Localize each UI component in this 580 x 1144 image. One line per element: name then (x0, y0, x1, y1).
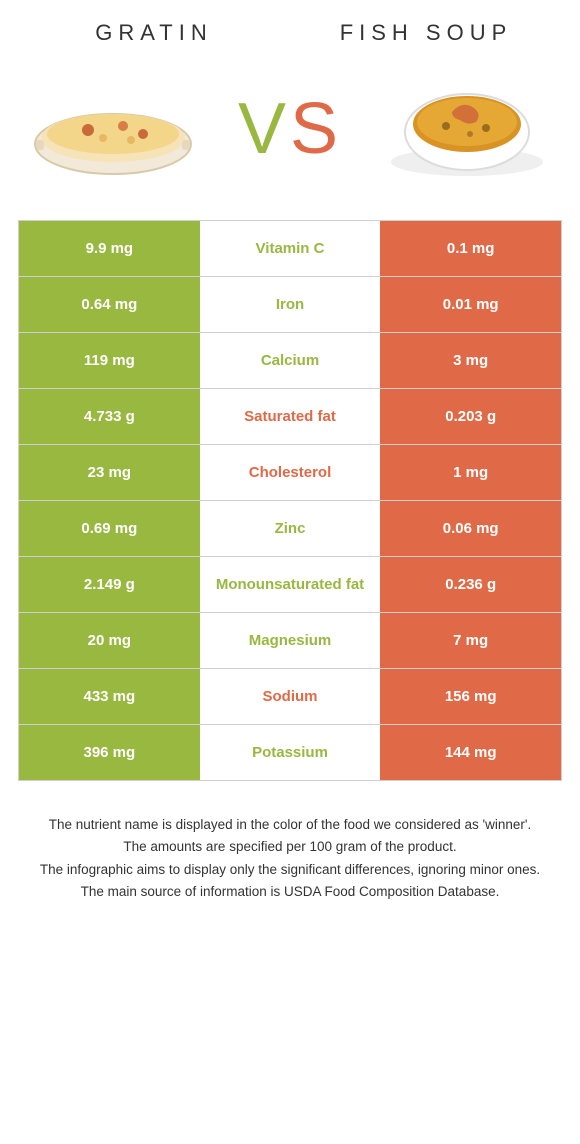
footer-line-2: The amounts are specified per 100 gram o… (32, 837, 548, 857)
left-value: 4.733 g (19, 389, 200, 444)
left-value: 433 mg (19, 669, 200, 724)
nutrient-label: Magnesium (200, 613, 381, 668)
nutrient-label: Zinc (200, 501, 381, 556)
nutrient-label: Cholesterol (200, 445, 381, 500)
left-value: 0.64 mg (19, 277, 200, 332)
footer-line-4: The main source of information is USDA F… (32, 882, 548, 902)
gratin-image (28, 74, 198, 184)
table-row: 20 mgMagnesium7 mg (19, 613, 561, 669)
right-value: 156 mg (380, 669, 561, 724)
nutrient-label: Potassium (200, 725, 381, 780)
nutrient-label: Saturated fat (200, 389, 381, 444)
right-value: 0.1 mg (380, 221, 561, 276)
left-value: 9.9 mg (19, 221, 200, 276)
nutrient-label: Sodium (200, 669, 381, 724)
comparison-table: 9.9 mgVitamin C0.1 mg0.64 mgIron0.01 mg1… (18, 220, 562, 781)
right-value: 3 mg (380, 333, 561, 388)
left-value: 396 mg (19, 725, 200, 780)
left-value: 20 mg (19, 613, 200, 668)
vs-v: V (238, 89, 290, 169)
title-left: GRATIN (18, 20, 290, 46)
table-row: 119 mgCalcium3 mg (19, 333, 561, 389)
left-value: 119 mg (19, 333, 200, 388)
nutrient-label: Monounsaturated fat (200, 557, 381, 612)
table-row: 0.69 mgZinc0.06 mg (19, 501, 561, 557)
right-value: 7 mg (380, 613, 561, 668)
right-value: 0.01 mg (380, 277, 561, 332)
right-value: 0.203 g (380, 389, 561, 444)
right-value: 0.236 g (380, 557, 561, 612)
table-row: 2.149 gMonounsaturated fat0.236 g (19, 557, 561, 613)
fish-soup-image (382, 74, 552, 184)
nutrient-label: Vitamin C (200, 221, 381, 276)
left-value: 2.149 g (19, 557, 200, 612)
images-row: VS (18, 74, 562, 184)
right-value: 0.06 mg (380, 501, 561, 556)
title-right: FISH SOUP (290, 20, 562, 46)
nutrient-label: Iron (200, 277, 381, 332)
table-row: 9.9 mgVitamin C0.1 mg (19, 221, 561, 277)
right-value: 1 mg (380, 445, 561, 500)
vs-label: VS (238, 93, 342, 165)
table-row: 4.733 gSaturated fat0.203 g (19, 389, 561, 445)
nutrient-label: Calcium (200, 333, 381, 388)
footer-line-3: The infographic aims to display only the… (32, 860, 548, 880)
titles-row: GRATIN FISH SOUP (18, 20, 562, 46)
footer-line-1: The nutrient name is displayed in the co… (32, 815, 548, 835)
right-value: 144 mg (380, 725, 561, 780)
table-row: 396 mgPotassium144 mg (19, 725, 561, 781)
left-value: 23 mg (19, 445, 200, 500)
table-row: 0.64 mgIron0.01 mg (19, 277, 561, 333)
left-value: 0.69 mg (19, 501, 200, 556)
vs-s: S (290, 89, 342, 169)
table-row: 433 mgSodium156 mg (19, 669, 561, 725)
table-row: 23 mgCholesterol1 mg (19, 445, 561, 501)
footer-notes: The nutrient name is displayed in the co… (18, 815, 562, 902)
